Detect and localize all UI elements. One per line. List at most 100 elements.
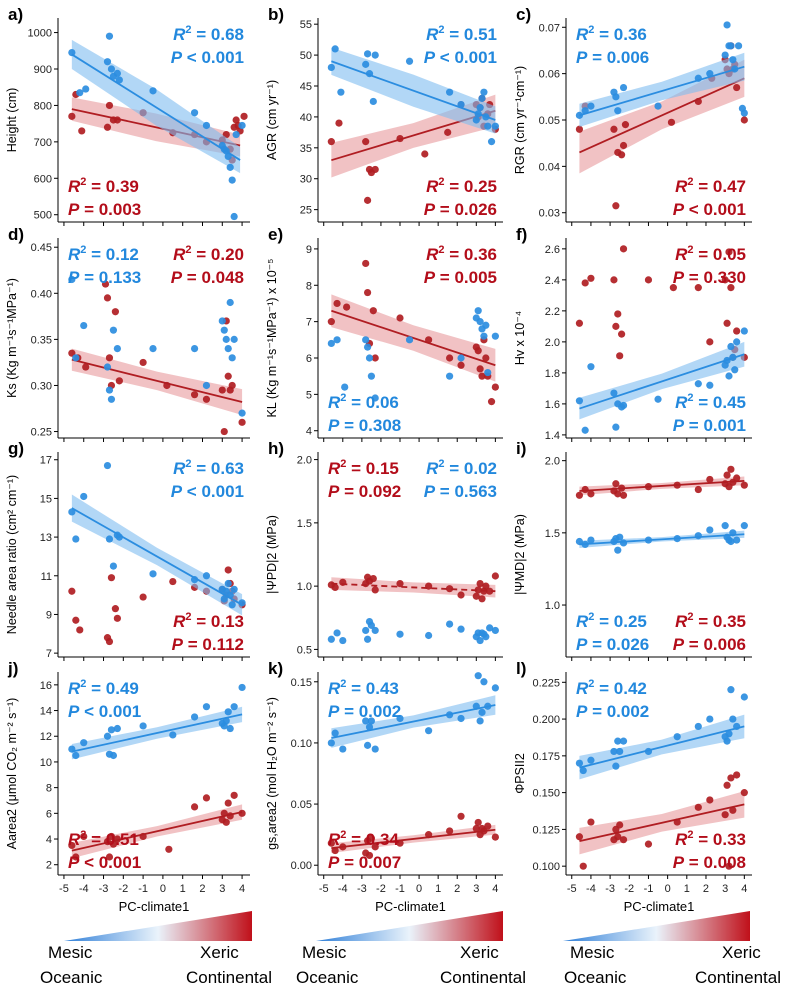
panel-tag: d) [8, 225, 24, 244]
red-point [723, 319, 731, 327]
red-point [202, 395, 211, 403]
y-tick-label: 0.00 [291, 860, 312, 872]
y-tick-label: 2.4 [545, 275, 560, 287]
red-point [612, 202, 620, 210]
blue-point [694, 532, 702, 540]
y-tick-label: 1.6 [545, 399, 560, 411]
climate-gradient-3 [563, 911, 750, 941]
red-point [224, 566, 232, 574]
x-tick-label: 4 [492, 883, 498, 895]
x-tick-label: 3 [219, 883, 225, 895]
y-tick-label: 500 [34, 210, 52, 222]
y-tick-label: 1.5 [297, 518, 312, 530]
blue-point [202, 703, 211, 711]
blue-point [367, 372, 376, 380]
blue-point [579, 766, 587, 775]
red-point [491, 572, 499, 580]
blue-point [587, 102, 595, 110]
x-tick-label: -1 [138, 883, 148, 895]
x-tick-label: -5 [567, 883, 577, 895]
blue-point [654, 395, 662, 403]
red-point [612, 322, 620, 330]
red-point [725, 248, 733, 256]
blue-point [482, 321, 490, 329]
x-tick-label: -3 [605, 883, 615, 895]
blue-point [327, 635, 335, 643]
red-r2-stat: R2 = 0.47 [675, 176, 746, 196]
red-point [115, 377, 123, 385]
legend-right-2-line1: Xeric [460, 943, 499, 962]
red-regression-line [331, 582, 496, 593]
y-tick-label: 7 [46, 648, 52, 660]
y-tick-label: 12 [40, 731, 52, 743]
blue-point [190, 713, 199, 721]
blue-point [480, 332, 488, 340]
y-tick-label: 55 [300, 19, 312, 31]
blue-point [405, 336, 414, 344]
blue-point [405, 57, 414, 65]
blue-point [228, 601, 236, 609]
blue-point [139, 722, 147, 730]
red-point [190, 803, 199, 811]
red-point [694, 803, 702, 811]
red-point [78, 127, 86, 135]
red-point [706, 338, 714, 346]
blue-point [107, 726, 116, 734]
red-point [371, 586, 379, 594]
panel-h: 0.5 1.0 1.5 2.0 h) |ΨPD|2 (MPa) R2 = 0.15 P = 0… [265, 439, 503, 661]
red-p-stat: P = 0.006 [673, 635, 746, 654]
blue-point [474, 672, 482, 680]
y-tick-label: 0.05 [291, 799, 312, 811]
red-point [169, 577, 177, 586]
x-tick-label: 1 [435, 883, 441, 895]
blue-point [226, 298, 234, 307]
y-tick-label: 0.100 [532, 861, 560, 873]
blue-point [190, 109, 199, 117]
blue-point [706, 715, 714, 723]
blue-point [190, 344, 199, 353]
red-point [457, 361, 465, 369]
red-point [457, 591, 465, 599]
panel-l: 0.100 0.125 0.150 0.175 0.200 0.225 -5 -4 -3 -2 -1… [513, 659, 752, 914]
y-axis-label: Ks (Kg m⁻¹s⁻¹MPa⁻¹) [5, 278, 19, 398]
y-tick-label: 0.10 [291, 738, 312, 750]
y-tick-label: 1.0 [297, 581, 312, 593]
red-point [484, 822, 492, 830]
y-tick-label: 0.25 [31, 427, 52, 439]
red-point [139, 593, 147, 601]
red-point [68, 841, 76, 850]
legend-left-3-line2: Oceanic [564, 968, 627, 987]
x-tick-label: -4 [586, 883, 596, 895]
y-tick-label: 6 [46, 808, 52, 820]
legend-left-3-line1: Mesic [570, 943, 615, 962]
blue-point [612, 762, 620, 770]
y-axis-label: KL (Kg m⁻¹s⁻¹MPa⁻¹) x 10⁻⁵ [265, 259, 279, 418]
blue-r2-stat: R2 = 0.51 [426, 24, 497, 44]
red-r2-stat: R2 = 0.39 [68, 176, 139, 196]
blue-point [230, 585, 238, 593]
red-point [723, 781, 731, 789]
blue-p-stat: P = 0.002 [328, 702, 401, 721]
red-point [68, 112, 76, 120]
red-point [575, 491, 584, 499]
blue-point [224, 344, 232, 353]
blue-point [445, 372, 454, 380]
red-point [139, 358, 147, 367]
y-tick-label: 15 [40, 493, 52, 505]
blue-r2-stat: R2 = 0.42 [576, 678, 647, 698]
blue-point [587, 363, 595, 371]
red-point [238, 418, 246, 426]
blue-point [367, 717, 376, 725]
x-tick-label: 1 [684, 883, 690, 895]
red-point [575, 319, 584, 327]
red-point [644, 840, 653, 848]
blue-point [222, 335, 230, 343]
red-r2-stat: R2 = 0.05 [675, 244, 746, 264]
blue-confidence-band [71, 494, 243, 616]
blue-p-stat: P < 0.001 [171, 482, 244, 501]
red-point [474, 586, 482, 594]
blue-r2-stat: R2 = 0.63 [173, 458, 244, 478]
blue-point [109, 751, 118, 760]
y-axis-label: RGR (cm yr⁻¹cm⁻¹) [513, 66, 527, 174]
red-point [80, 832, 88, 841]
